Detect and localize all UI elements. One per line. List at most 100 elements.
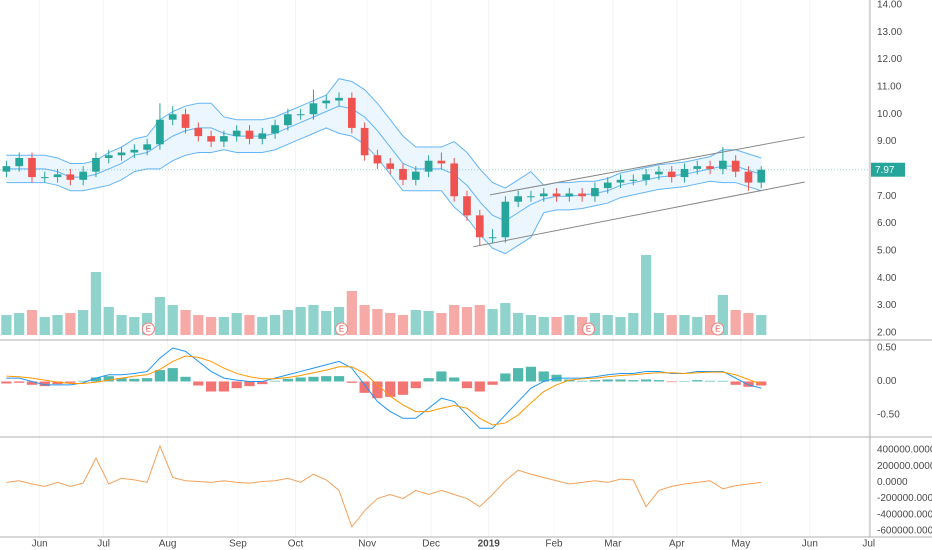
volume-bar bbox=[39, 317, 50, 335]
candle-body bbox=[527, 196, 535, 198]
candle-body bbox=[104, 155, 113, 158]
volume-bar bbox=[78, 310, 89, 335]
macd-histogram-bar bbox=[666, 381, 677, 383]
volume-bar bbox=[321, 311, 332, 335]
candle-body bbox=[463, 196, 471, 216]
candle-body bbox=[117, 152, 126, 156]
candle-body bbox=[719, 160, 727, 169]
y-tick-label: 6.00 bbox=[877, 218, 897, 229]
event-label: E bbox=[586, 325, 591, 334]
macd-histogram-bar bbox=[65, 381, 76, 383]
candle-body bbox=[130, 149, 139, 153]
volume-bar bbox=[129, 317, 140, 335]
event-marker bbox=[711, 322, 725, 336]
volume-bar bbox=[308, 305, 319, 335]
macd-histogram-bar bbox=[1, 381, 12, 384]
x-tick-label: Mar bbox=[604, 539, 622, 550]
candle-body bbox=[450, 163, 459, 197]
event-label: E bbox=[339, 325, 344, 334]
candle-body bbox=[245, 130, 254, 139]
candle-body bbox=[92, 157, 100, 172]
volume-bar bbox=[692, 317, 703, 335]
volume-bar bbox=[679, 315, 690, 335]
volume-bar bbox=[653, 313, 665, 335]
macd-histogram-bar bbox=[218, 381, 230, 392]
band-upper bbox=[6, 78, 762, 189]
band-lower bbox=[6, 127, 762, 255]
band-fill bbox=[6, 78, 762, 254]
volume-bar bbox=[704, 315, 716, 335]
volume-bar bbox=[628, 313, 639, 335]
y-tick-label: 0.0000 bbox=[877, 477, 908, 488]
y-tick-label: -200000.0000 bbox=[877, 493, 932, 504]
volume-bar bbox=[244, 315, 255, 335]
candle-body bbox=[181, 114, 190, 128]
volume-bar bbox=[218, 317, 230, 335]
volume-bar bbox=[385, 313, 396, 335]
oscillator-line bbox=[6, 444, 762, 528]
macd-histogram-bar bbox=[372, 381, 383, 399]
volume-bar bbox=[743, 313, 754, 335]
candle-body bbox=[706, 166, 714, 169]
candle-body bbox=[411, 171, 420, 180]
macd-histogram-bar bbox=[321, 376, 332, 382]
y-tick-label: 0.00 bbox=[877, 376, 897, 387]
candle-body bbox=[693, 166, 702, 169]
volume-bar bbox=[180, 310, 191, 335]
y-tick-label: -600000.0000 bbox=[877, 526, 932, 537]
macd-histogram-bar bbox=[410, 381, 421, 389]
macd-line bbox=[6, 347, 762, 429]
macd-histogram-bar bbox=[717, 380, 728, 382]
volume-bar bbox=[577, 317, 588, 335]
candle-body bbox=[642, 174, 650, 180]
candle-body bbox=[156, 119, 164, 145]
y-tick-label: 400000.0000 bbox=[877, 445, 932, 456]
macd-histogram-bar bbox=[692, 380, 703, 382]
event-label: E bbox=[715, 325, 720, 334]
event-label: E bbox=[146, 325, 151, 334]
x-tick-label: Jul bbox=[862, 539, 875, 550]
volume-bar bbox=[525, 315, 537, 335]
x-tick-label: Feb bbox=[545, 539, 563, 550]
volume-bar bbox=[167, 305, 178, 335]
macd-histogram-bar bbox=[756, 381, 767, 386]
candle-body bbox=[680, 168, 689, 178]
volume-bar bbox=[500, 303, 511, 335]
candle-body bbox=[28, 157, 36, 178]
macd-histogram-bar bbox=[640, 379, 652, 382]
volume-bar bbox=[372, 309, 383, 335]
candle-body bbox=[437, 160, 446, 164]
candle-body bbox=[731, 160, 740, 172]
candle-body bbox=[143, 144, 151, 150]
macd-histogram-bar bbox=[525, 366, 537, 382]
y-tick-label: 5.00 bbox=[877, 246, 897, 257]
macd-histogram-bar bbox=[538, 371, 549, 382]
macd-histogram-bar bbox=[52, 381, 63, 385]
macd-histogram-bar bbox=[295, 377, 306, 382]
macd-histogram-bar bbox=[474, 381, 485, 392]
macd-histogram-bar bbox=[269, 380, 281, 382]
x-tick-label: May bbox=[731, 539, 750, 550]
candle-body bbox=[168, 114, 177, 120]
volume-bar bbox=[449, 305, 460, 335]
volume-bar bbox=[1, 315, 12, 335]
labels: 2.003.004.005.006.007.008.009.0010.0011.… bbox=[32, 0, 932, 550]
candle-body bbox=[271, 125, 279, 134]
y-tick-label: 2.00 bbox=[877, 328, 897, 339]
volume-bar bbox=[589, 313, 601, 335]
volume-bar bbox=[359, 305, 370, 335]
volume-bar bbox=[513, 313, 524, 335]
event-marker bbox=[141, 322, 155, 336]
volume-bar bbox=[756, 315, 767, 335]
volume-bar bbox=[615, 317, 626, 335]
y-tick-label: 4.00 bbox=[877, 273, 897, 284]
x-tick-label: Apr bbox=[669, 539, 685, 550]
macd-histogram-bar bbox=[436, 371, 447, 382]
candle-body bbox=[322, 100, 331, 104]
event-marker bbox=[582, 322, 596, 336]
candle-body bbox=[284, 114, 292, 126]
macd-histogram-bar bbox=[103, 376, 114, 382]
y-tick-label: 3.00 bbox=[877, 300, 897, 311]
volume-bar bbox=[295, 307, 306, 335]
